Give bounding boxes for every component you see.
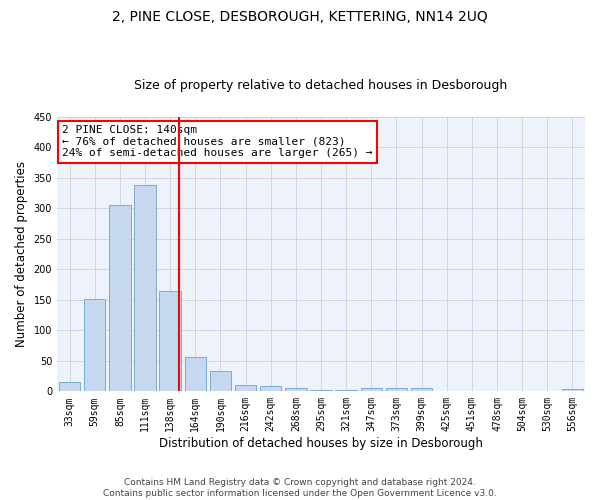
Y-axis label: Number of detached properties: Number of detached properties: [15, 161, 28, 347]
Bar: [185, 356, 206, 392]
Title: Size of property relative to detached houses in Desborough: Size of property relative to detached ho…: [134, 79, 508, 92]
Text: 2 PINE CLOSE: 140sqm
← 76% of detached houses are smaller (823)
24% of semi-deta: 2 PINE CLOSE: 140sqm ← 76% of detached h…: [62, 125, 373, 158]
Bar: [84, 298, 106, 392]
Bar: [335, 390, 357, 392]
Bar: [310, 390, 332, 392]
X-axis label: Distribution of detached houses by size in Desborough: Distribution of detached houses by size …: [159, 437, 483, 450]
Bar: [109, 205, 131, 392]
Bar: [361, 388, 382, 392]
Bar: [260, 386, 281, 392]
Bar: [235, 385, 256, 392]
Text: 2, PINE CLOSE, DESBOROUGH, KETTERING, NN14 2UQ: 2, PINE CLOSE, DESBOROUGH, KETTERING, NN…: [112, 10, 488, 24]
Bar: [210, 370, 231, 392]
Bar: [134, 185, 156, 392]
Bar: [160, 290, 181, 392]
Bar: [562, 389, 583, 392]
Bar: [386, 388, 407, 392]
Text: Contains HM Land Registry data © Crown copyright and database right 2024.
Contai: Contains HM Land Registry data © Crown c…: [103, 478, 497, 498]
Bar: [59, 382, 80, 392]
Bar: [411, 388, 432, 392]
Bar: [285, 388, 307, 392]
